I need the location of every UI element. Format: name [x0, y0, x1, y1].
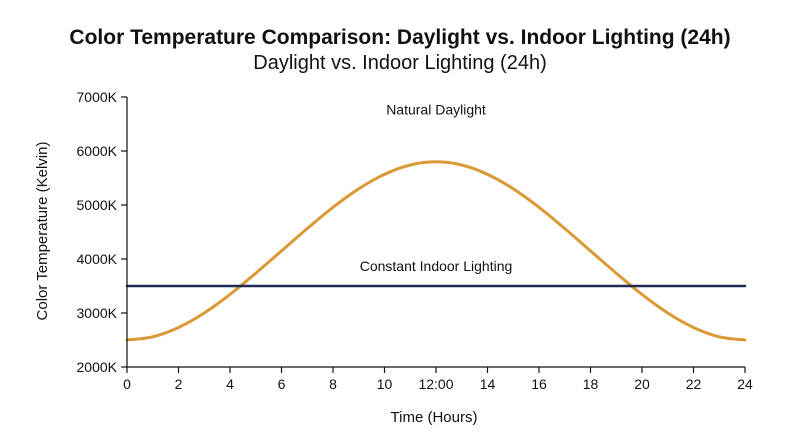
- x-tick-label: 6: [278, 376, 286, 392]
- x-tick-label: 24: [737, 376, 753, 392]
- y-tick-label: 4000K: [77, 251, 118, 267]
- y-axis-label: Color Temperature (Kelvin): [34, 142, 51, 321]
- x-tick-label: 20: [634, 376, 650, 392]
- x-tick-label: 2: [175, 376, 183, 392]
- chart-title: Color Temperature Comparison: Daylight v…: [69, 26, 730, 49]
- x-tick-label: 22: [686, 376, 702, 392]
- series-layer: [125, 160, 747, 342]
- series-label-constant-indoor-lighting: Constant Indoor Lighting: [360, 258, 513, 274]
- x-tick-label: 18: [583, 376, 599, 392]
- x-tick-label: 16: [531, 376, 547, 392]
- y-tick-label: 2000K: [77, 359, 118, 375]
- x-tick-label: 12:00: [418, 376, 453, 392]
- x-tick-label: 8: [329, 376, 337, 392]
- chart-subtitle: Daylight vs. Indoor Lighting (24h): [253, 52, 547, 74]
- y-tick-label: 6000K: [77, 143, 118, 159]
- x-tick-label: 4: [226, 376, 234, 392]
- annotation-layer: Natural Daylight Constant Indoor Lighting: [360, 101, 513, 274]
- y-tick-label: 3000K: [77, 305, 118, 321]
- x-tick-label: 10: [377, 376, 393, 392]
- x-tick-label: 14: [480, 376, 496, 392]
- x-tick-label: 0: [123, 376, 131, 392]
- series-line-natural-daylight: [125, 160, 747, 342]
- y-tick-label: 5000K: [77, 197, 118, 213]
- y-tick-label: 7000K: [77, 89, 118, 105]
- x-axis-label: Time (Hours): [391, 409, 478, 426]
- series-label-natural-daylight: Natural Daylight: [386, 101, 486, 117]
